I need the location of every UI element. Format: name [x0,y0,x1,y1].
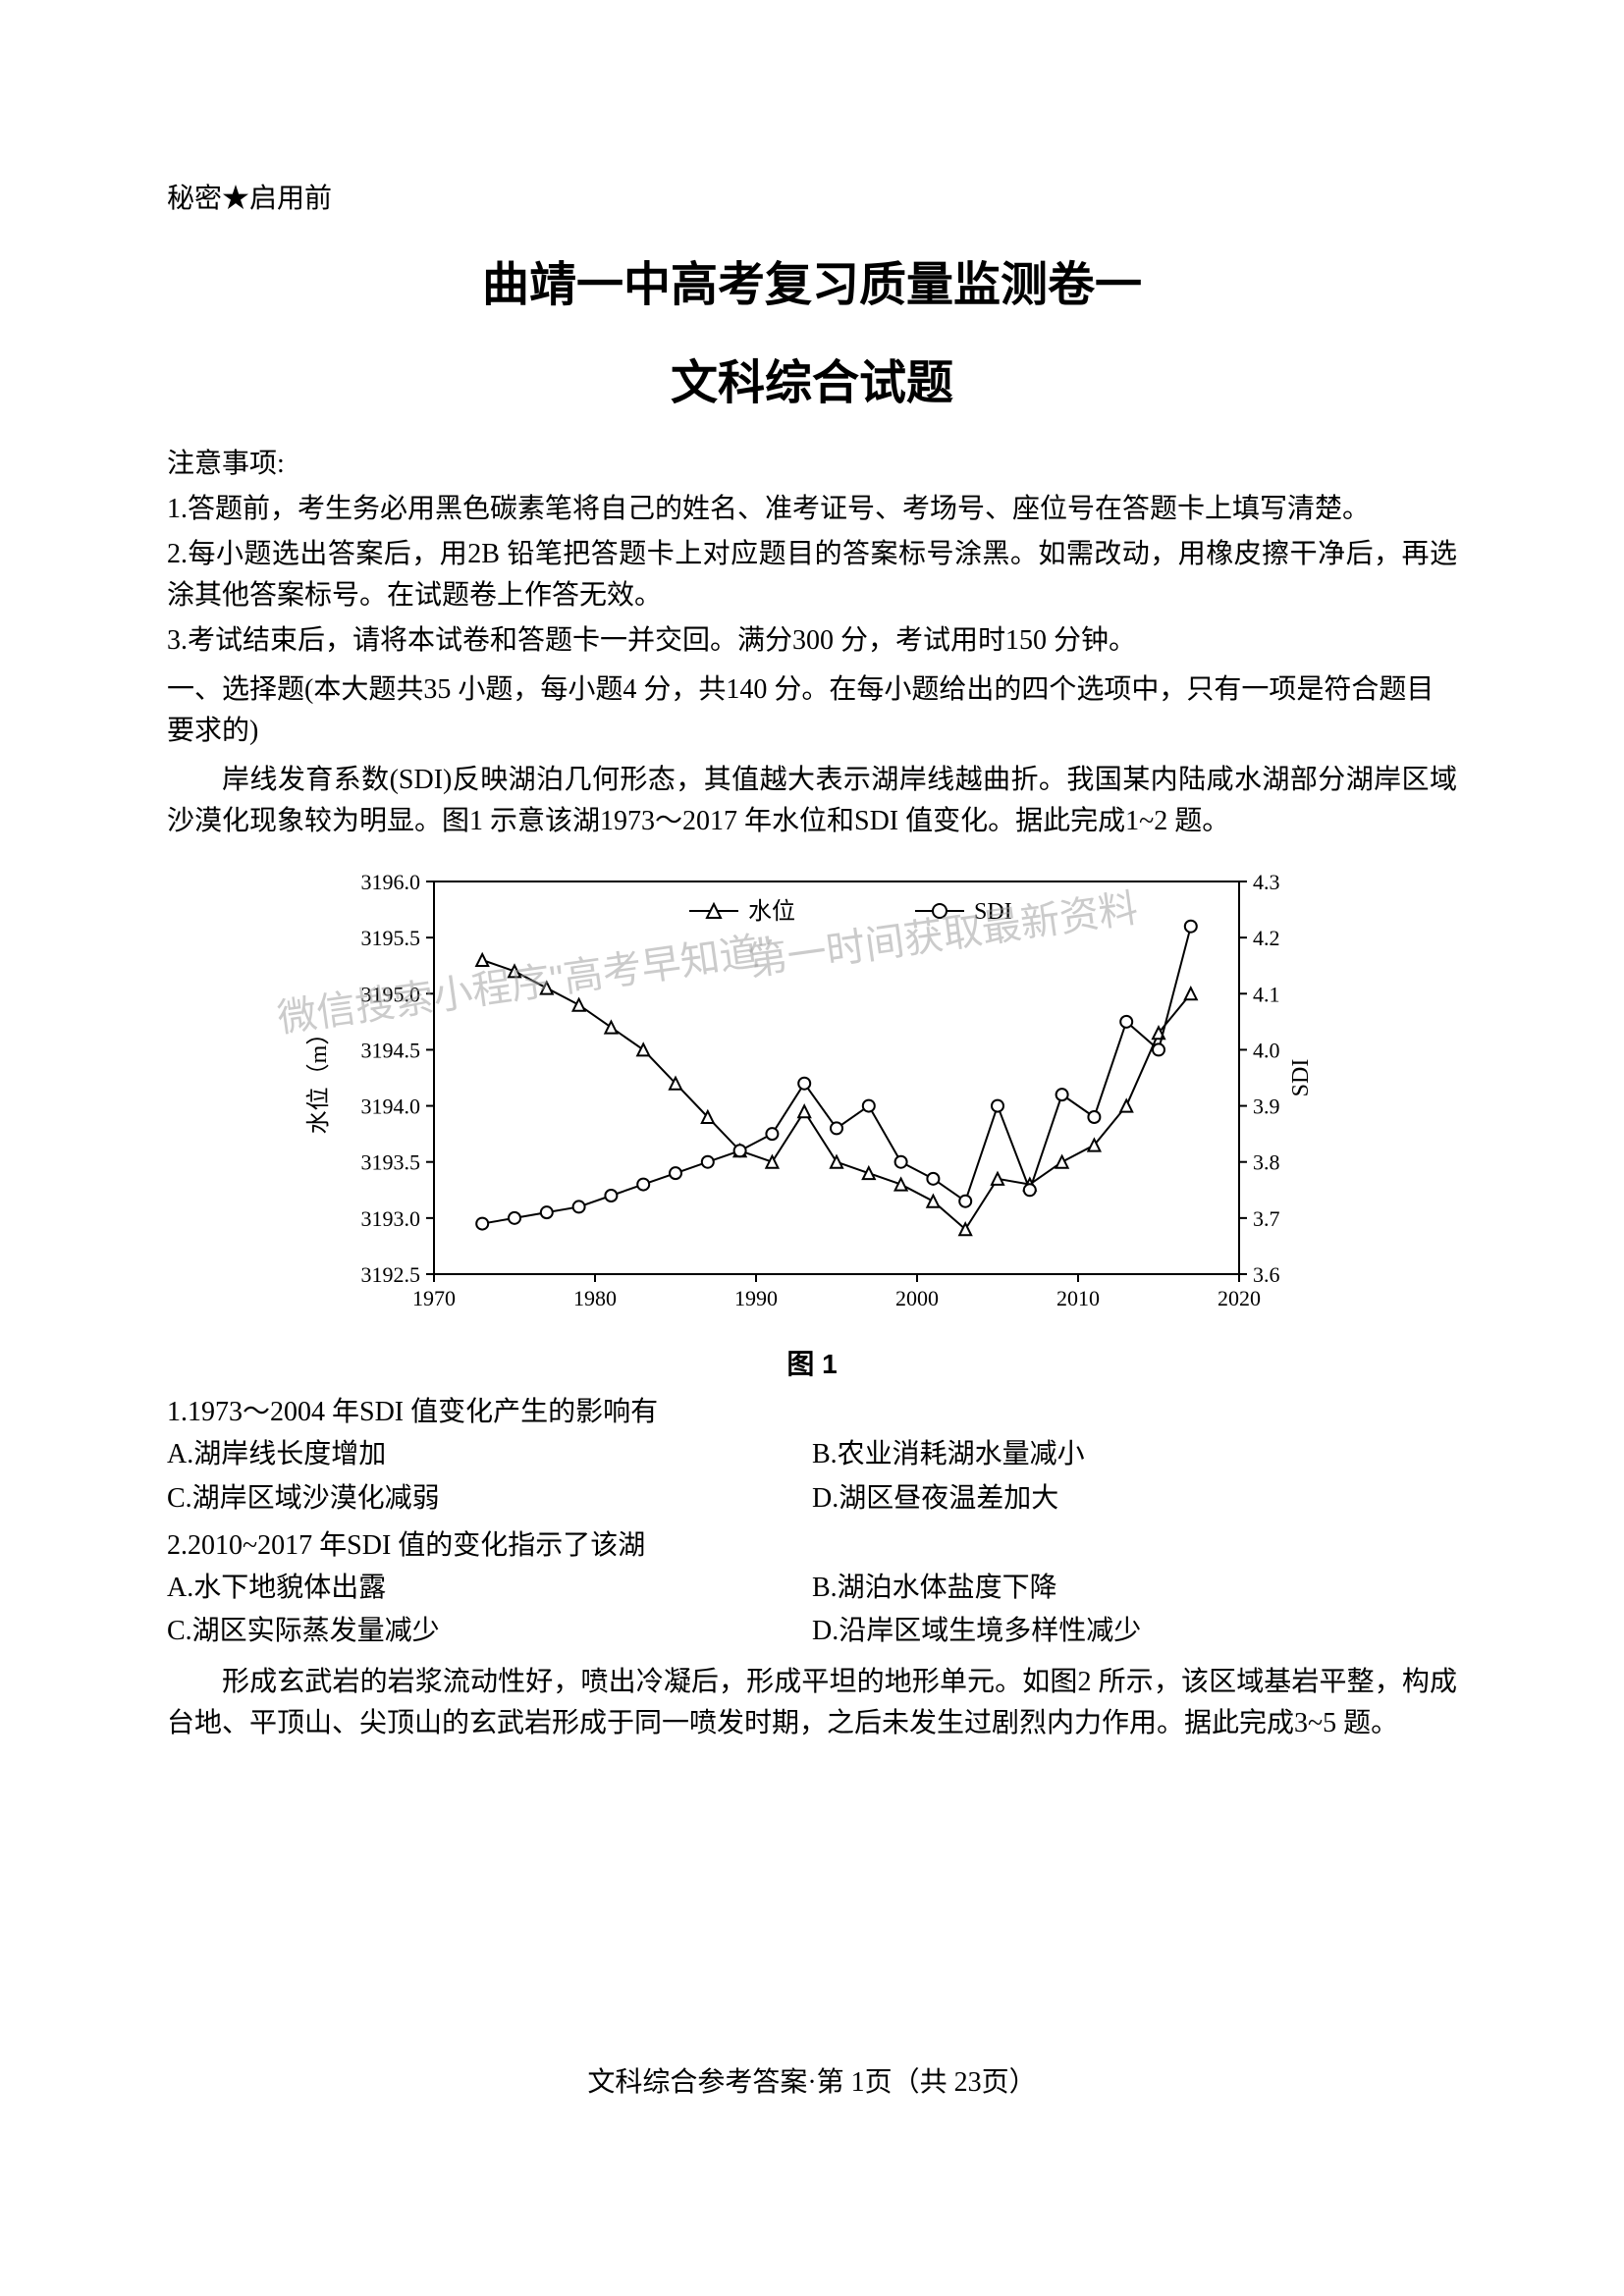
page-footer: 文科综合参考答案·第 1页（共 23页） [0,2060,1624,2100]
notice-item: 1.答题前，考生务必用黑色碳素笔将自己的姓名、准考证号、考场号、座位号在答题卡上… [167,489,1457,530]
q1-option-b: B.农业消耗湖水量减小 [812,1433,1457,1477]
q1-option-d: D.湖区昼夜温差加大 [812,1477,1457,1522]
q2-stem: 2.2010~2017 年SDI 值的变化指示了该湖 [167,1525,1457,1567]
q2-options-row2: C.湖区实际蒸发量减少 D.沿岸区域生境多样性减少 [167,1610,1457,1654]
svg-text:3.7: 3.7 [1253,1206,1280,1231]
svg-text:3196.0: 3196.0 [361,870,421,894]
svg-text:4.0: 4.0 [1253,1038,1280,1062]
chart-svg: 3192.5 3193.0 3193.5 3194.0 3194.5 3195.0 3195… [297,862,1327,1333]
svg-text:SDI: SDI [974,899,1012,925]
exam-title-sub: 文科综合试题 [167,344,1457,412]
q2-options-row1: A.水下地貌体出露 B.湖泊水体盐度下降 [167,1567,1457,1611]
svg-text:3194.0: 3194.0 [361,1095,421,1119]
svg-text:水位（m）: 水位（m） [305,1022,332,1135]
svg-text:水位: 水位 [748,898,795,925]
svg-text:1970: 1970 [412,1286,456,1310]
passage-2: 形成玄武岩的岩浆流动性好，喷出冷凝后，形成平坦的地形单元。如图2 所示，该区域基… [167,1662,1457,1744]
svg-text:3193.0: 3193.0 [361,1206,421,1231]
svg-text:2010: 2010 [1056,1286,1100,1310]
notice-label: 注意事项: [167,442,1457,481]
svg-text:4.2: 4.2 [1253,926,1280,950]
svg-text:3195.5: 3195.5 [361,926,421,950]
svg-text:1980: 1980 [573,1286,617,1310]
svg-text:4.3: 4.3 [1253,870,1280,894]
q1-stem: 1.1973～2004 年SDI 值变化产生的影响有 [167,1392,1457,1433]
chart-caption: 图 1 [167,1343,1457,1382]
svg-text:4.1: 4.1 [1253,982,1280,1006]
svg-text:2000: 2000 [895,1286,939,1310]
q2-option-b: B.湖泊水体盐度下降 [812,1567,1457,1611]
q1-options-row1: A.湖岸线长度增加 B.农业消耗湖水量减小 [167,1433,1457,1477]
svg-text:3.8: 3.8 [1253,1150,1280,1175]
svg-text:SDI: SDI [1288,1059,1314,1097]
q1-options-row2: C.湖岸区域沙漠化减弱 D.湖区昼夜温差加大 [167,1477,1457,1522]
section-heading: 一、选择题(本大题共35 小题，每小题4 分，共140 分。在每小题给出的四个选… [167,669,1457,752]
q1-option-c: C.湖岸区域沙漠化减弱 [167,1477,812,1522]
svg-text:3195.0: 3195.0 [361,982,421,1006]
exam-title-main: 曲靖一中高考复习质量监测卷一 [167,245,1457,314]
q1-option-a: A.湖岸线长度增加 [167,1433,812,1477]
svg-text:3.9: 3.9 [1253,1095,1280,1119]
svg-text:3.6: 3.6 [1253,1262,1280,1287]
svg-text:2020: 2020 [1218,1286,1261,1310]
chart-figure-1: 3192.5 3193.0 3193.5 3194.0 3194.5 3195.0 3195… [167,862,1457,1333]
svg-text:3192.5: 3192.5 [361,1262,421,1287]
svg-text:3193.5: 3193.5 [361,1150,421,1175]
q2-option-a: A.水下地貌体出露 [167,1567,812,1611]
confidential-mark: 秘密★启用前 [167,177,1457,216]
q2-option-c: C.湖区实际蒸发量减少 [167,1610,812,1654]
notice-item: 2.每小题选出答案后，用2B 铅笔把答题卡上对应题目的答案标号涂黑。如需改动，用… [167,534,1457,616]
svg-text:3194.5: 3194.5 [361,1038,421,1062]
notice-item: 3.考试结束后，请将本试卷和答题卡一并交回。满分300 分，考试用时150 分钟… [167,620,1457,662]
passage-1: 岸线发育系数(SDI)反映湖泊几何形态，其值越大表示湖岸线越曲折。我国某内陆咸水… [167,760,1457,842]
svg-text:1990: 1990 [734,1286,778,1310]
q2-option-d: D.沿岸区域生境多样性减少 [812,1610,1457,1654]
